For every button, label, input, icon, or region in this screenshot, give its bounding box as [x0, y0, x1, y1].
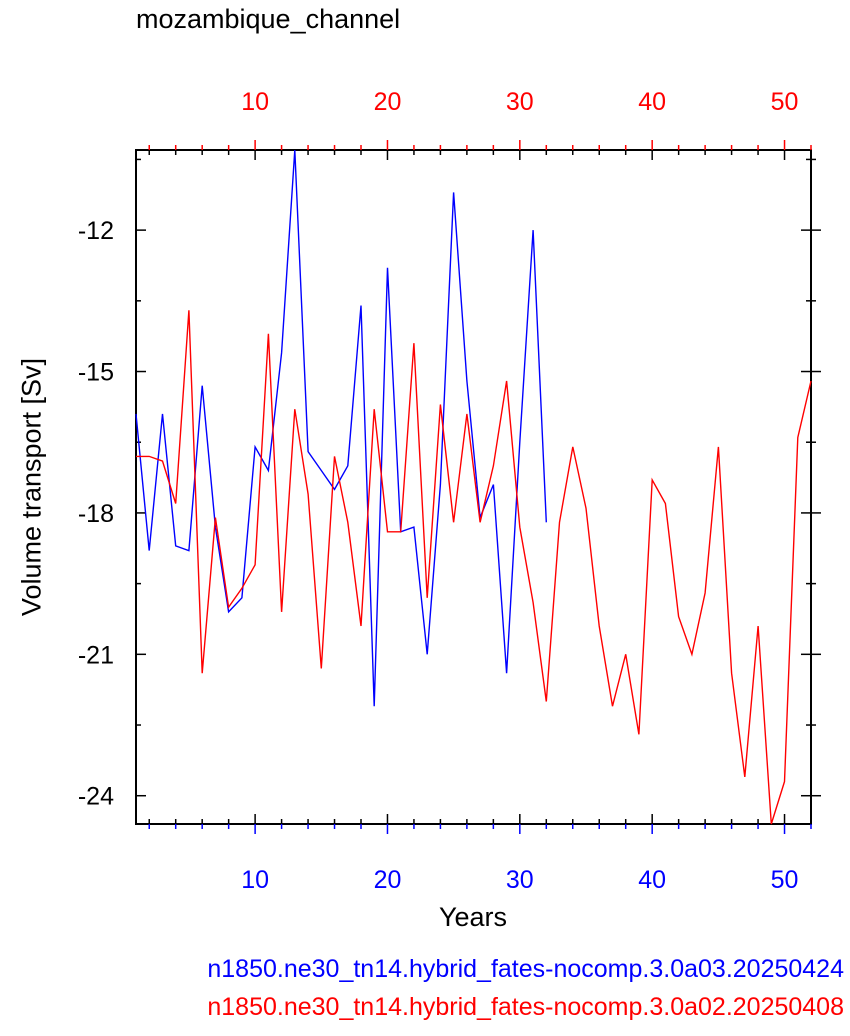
x-tick-label-bottom: 10 — [241, 866, 269, 894]
legend-entry-red: n1850.ne30_tn14.hybrid_fates-nocomp.3.0a… — [207, 993, 844, 1021]
y-tick-label: -12 — [78, 217, 114, 245]
x-tick-label-top: 30 — [506, 88, 534, 116]
x-tick-label-top: 10 — [241, 88, 269, 116]
x-tick-label-bottom: 40 — [638, 866, 666, 894]
plot-frame — [135, 149, 812, 825]
x-tick-label-bottom: 20 — [374, 866, 402, 894]
legend-entry-blue: n1850.ne30_tn14.hybrid_fates-nocomp.3.0a… — [207, 955, 844, 983]
y-tick-label: -18 — [78, 500, 114, 528]
y-axis-label: Volume transport [Sv] — [16, 357, 47, 617]
x-tick-label-top: 40 — [638, 88, 666, 116]
y-tick-label: -15 — [78, 359, 114, 387]
series-line-0 — [135, 149, 547, 707]
x-tick-label-top: 50 — [771, 88, 799, 116]
series-line-1 — [136, 310, 812, 825]
x-tick-label-bottom: 30 — [506, 866, 534, 894]
x-axis-label: Years — [438, 902, 508, 932]
x-tick-label-top: 20 — [374, 88, 402, 116]
y-tick-label: -21 — [78, 641, 114, 669]
chart-title: mozambique_channel — [136, 4, 401, 34]
x-tick-label-bottom: 50 — [771, 866, 799, 894]
y-tick-label: -24 — [78, 783, 114, 811]
